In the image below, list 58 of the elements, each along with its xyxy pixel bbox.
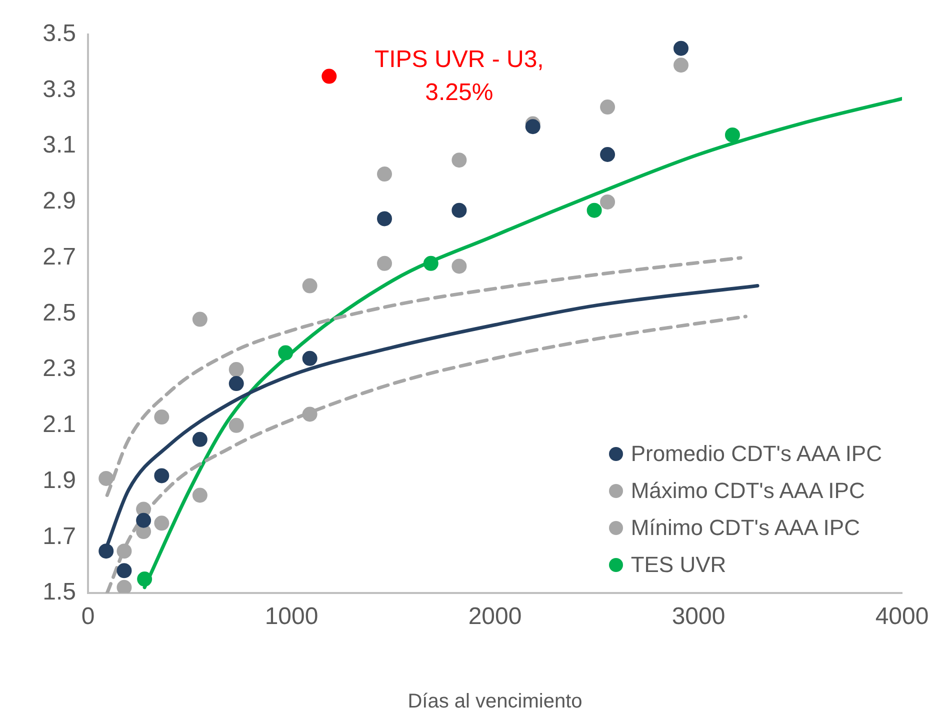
point (423, 256, 438, 271)
point (228, 362, 244, 378)
point (154, 516, 170, 531)
x-tick-label: 1000 (264, 603, 318, 630)
point (377, 166, 392, 182)
point (116, 544, 132, 559)
point (192, 432, 208, 447)
point (586, 202, 602, 218)
point (98, 470, 114, 486)
point (228, 418, 244, 433)
point (302, 278, 318, 294)
point (674, 58, 688, 73)
x-tick-label: 4000 (875, 603, 929, 630)
point (116, 580, 132, 593)
y-tick-label: 3.5 (42, 20, 76, 48)
point (302, 406, 318, 422)
point (192, 488, 208, 503)
y-tick-label: 2.5 (42, 299, 76, 326)
point (600, 100, 616, 115)
x-tick-label: 0 (81, 603, 95, 630)
x-axis-title: Días al vencimiento (408, 690, 582, 713)
point (278, 345, 294, 360)
point (452, 258, 467, 274)
legend-label: Mínimo CDT's AAA IPC (630, 514, 860, 541)
y-tick-label: 1.9 (42, 466, 76, 494)
y-tick-label: 2.9 (42, 188, 76, 215)
point (136, 512, 152, 528)
point (674, 40, 688, 56)
x-tick-label: 3000 (672, 603, 726, 630)
point (116, 563, 132, 578)
legend-label: Máximo CDT's AAA IPC (630, 477, 865, 504)
y-tick-label: 2.7 (42, 243, 76, 270)
y-tick-label: 3.3 (42, 76, 76, 103)
y-tick-label: 2.1 (42, 411, 76, 438)
point (302, 350, 318, 366)
x-tick-label: 2000 (468, 603, 522, 630)
point (452, 202, 467, 218)
point (452, 152, 467, 168)
point (228, 376, 244, 392)
point (377, 211, 392, 226)
point (98, 544, 114, 559)
point (192, 312, 208, 327)
point (525, 119, 540, 134)
legend-label: Promedio CDT's AAA IPC (630, 440, 882, 467)
annotation: TIPS UVR - U3, 3.25% (374, 46, 544, 106)
point (154, 468, 170, 484)
y-tick-label: 2.3 (42, 355, 76, 382)
y-tick-label: 1.5 (42, 578, 76, 606)
y-tick-label: 1.7 (42, 522, 76, 550)
point (600, 147, 616, 162)
legend-label: TES UVR (630, 551, 726, 578)
point (600, 194, 616, 210)
point (154, 410, 170, 425)
point (724, 127, 740, 142)
point (137, 572, 152, 587)
point (377, 256, 392, 271)
y-tick-label: 3.1 (42, 132, 76, 159)
point (322, 68, 337, 84)
